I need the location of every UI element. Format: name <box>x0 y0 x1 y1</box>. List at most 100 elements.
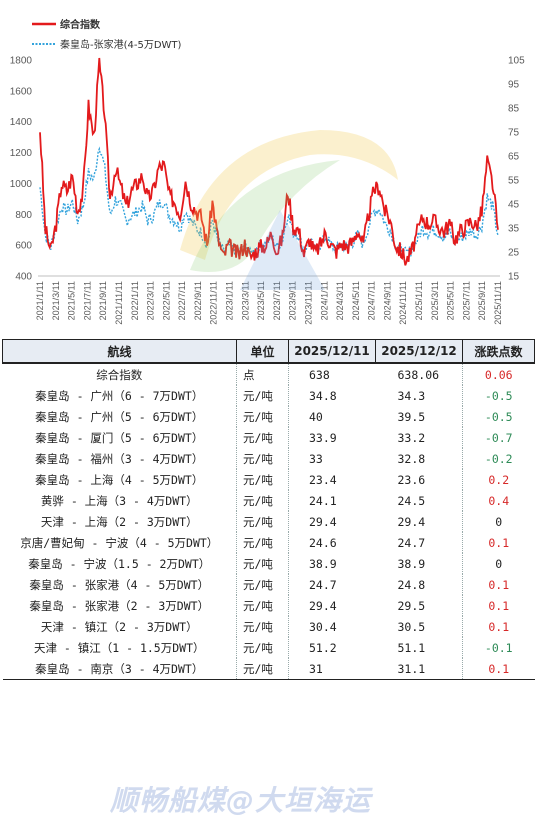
route-cell: 综合指数 <box>2 363 237 385</box>
x-tick-label: 2023/7/11 <box>272 281 282 320</box>
route-cell: 天津 - 上海（2 - 3万DWT） <box>2 511 237 532</box>
y-right-tick-label: 45 <box>508 200 520 211</box>
x-tick-label: 2023/1/11 <box>225 281 235 320</box>
date2-value: 29.5 <box>375 595 463 616</box>
change-value: 0.1 <box>488 535 510 550</box>
table-body: 综合指数点 638 638.06 0.06 秦皇岛 - 广州（6 - 7万DWT） 元/吨… <box>2 363 535 680</box>
y-right-tick-label: 65 <box>508 152 520 163</box>
table-row: 综合指数点 638 638.06 0.06 <box>2 363 535 385</box>
x-tick-label: 2024/7/11 <box>367 281 377 320</box>
table-row: 秦皇岛 - 宁波（1.5 - 2万DWT） 元/吨 38.9 38.9 0 <box>2 553 535 574</box>
x-tick-label: 2025/5/11 <box>446 281 456 320</box>
x-tick-label: 2021/11/11 <box>114 281 124 325</box>
date1-value: 638 <box>309 367 330 382</box>
route-cell: 秦皇岛 - 上海（4 - 5万DWT） <box>2 469 237 490</box>
change-value: 0.4 <box>488 493 510 508</box>
unit-cell: 元/吨 <box>236 574 289 595</box>
change-value: 0.1 <box>488 619 510 634</box>
date2-value: 51.1 <box>375 637 463 658</box>
y-left-tick-label: 800 <box>15 210 32 221</box>
unit-cell: 元/吨 <box>236 490 289 511</box>
date2-value: 24.8 <box>375 574 463 595</box>
table-row: 黄骅 - 上海（3 - 4万DWT） 元/吨 24.1 24.5 0.4 <box>2 490 535 511</box>
route-cell: 秦皇岛 - 张家港（4 - 5万DWT） <box>2 574 237 595</box>
x-tick-label: 2023/5/11 <box>256 281 266 320</box>
table-row: 天津 - 上海（2 - 3万DWT） 元/吨 29.4 29.4 0 <box>2 511 535 532</box>
x-tick-label: 2021/1/11 <box>35 281 45 320</box>
change-value: -0.1 <box>484 640 513 655</box>
x-tick-label: 2021/5/11 <box>67 281 77 320</box>
header-unit: 单位 <box>236 339 289 364</box>
date2-value: 30.5 <box>375 616 463 637</box>
date1-value: 33 <box>309 451 323 466</box>
table-row: 秦皇岛 - 上海（4 - 5万DWT） 元/吨 23.4 23.6 0.2 <box>2 469 535 490</box>
route-cell: 秦皇岛 - 宁波（1.5 - 2万DWT） <box>2 553 237 574</box>
table-row: 秦皇岛 - 张家港（2 - 3万DWT） 元/吨 29.4 29.5 0.1 <box>2 595 535 616</box>
date2-value: 23.6 <box>375 469 463 490</box>
change-value: 0.1 <box>462 658 535 680</box>
series-composite-line <box>39 57 499 266</box>
unit-cell: 元/吨 <box>236 658 289 680</box>
date1-value: 24.7 <box>309 577 337 592</box>
date2-value: 638.06 <box>375 363 463 385</box>
date1-value: 34.8 <box>309 388 337 403</box>
date1-value: 51.2 <box>309 640 337 655</box>
date1-value: 40 <box>309 409 323 424</box>
unit-cell: 元/吨 <box>236 616 289 637</box>
y-left-tick-label: 1200 <box>10 148 33 159</box>
x-tick-label: 2025/11/11 <box>493 281 503 325</box>
freight-rate-table: 航线 单位 2025/12/11 2025/12/12 涨跌点数 综合指数点 63… <box>2 339 535 680</box>
table-row: 秦皇岛 - 张家港（4 - 5万DWT） 元/吨 24.7 24.8 0.1 <box>2 574 535 595</box>
x-tick-label: 2025/3/11 <box>430 281 440 320</box>
y-left-tick-label: 400 <box>15 272 32 283</box>
x-tick-label: 2022/3/11 <box>146 281 156 320</box>
x-tick-label: 2024/5/11 <box>351 281 361 320</box>
y-right-tick-label: 15 <box>508 272 520 283</box>
date2-value: 24.7 <box>375 532 463 553</box>
x-tick-label: 2024/3/11 <box>335 281 345 320</box>
y-left-tick-label: 1000 <box>10 179 33 190</box>
watermark-text: 顺畅船煤@大垣海运 <box>110 784 372 817</box>
route-cell: 秦皇岛 - 张家港（2 - 3万DWT） <box>2 595 237 616</box>
unit-cell: 元/吨 <box>236 532 289 553</box>
route-cell: 秦皇岛 - 广州（5 - 6万DWT） <box>2 406 237 427</box>
x-tick-label: 2023/9/11 <box>288 281 298 320</box>
header-date2: 2025/12/12 <box>375 339 463 364</box>
unit-cell: 元/吨 <box>236 385 289 406</box>
legend-label-qhd-zjg: 秦皇岛-张家港(4-5万DWT) <box>60 38 182 51</box>
date1-value: 29.4 <box>309 514 337 529</box>
change-value: 0 <box>495 514 503 529</box>
x-tick-label: 2023/11/11 <box>303 281 313 325</box>
date1-value: 23.4 <box>309 472 337 487</box>
unit-cell: 点 <box>236 363 289 385</box>
x-tick-label: 2021/7/11 <box>82 281 92 320</box>
y-right-tick-label: 55 <box>508 176 520 187</box>
unit-cell: 元/吨 <box>236 427 289 448</box>
freight-rate-table-wrap: 航线 单位 2025/12/11 2025/12/12 涨跌点数 综合指数点 63… <box>2 339 535 817</box>
date2-value: 33.2 <box>375 427 463 448</box>
y-left-tick-label: 1600 <box>10 86 33 97</box>
date2-value: 34.3 <box>375 385 463 406</box>
date2-value: 32.8 <box>375 448 463 469</box>
date2-value: 24.5 <box>375 490 463 511</box>
date1-value: 31 <box>288 658 376 680</box>
x-tick-label: 2025/1/11 <box>414 281 424 320</box>
date1-value: 38.9 <box>309 556 337 571</box>
route-cell: 秦皇岛 - 厦门（5 - 6万DWT） <box>2 427 237 448</box>
change-value: -0.7 <box>484 430 513 445</box>
table-row: 天津 - 镇江（1 - 1.5万DWT） 元/吨 51.2 51.1 -0.1 <box>2 637 535 658</box>
table-header-row: 航线 单位 2025/12/11 2025/12/12 涨跌点数 <box>2 339 535 364</box>
table-row: 京唐/曹妃甸 - 宁波（4 - 5万DWT） 元/吨 24.6 24.7 0.1 <box>2 532 535 553</box>
route-cell: 天津 - 镇江（1 - 1.5万DWT） <box>2 637 237 658</box>
unit-cell: 元/吨 <box>236 511 289 532</box>
date2-value: 29.4 <box>375 511 463 532</box>
table-row: 秦皇岛 - 南京（3 - 4万DWT） 元/吨 31 31.1 0.1 <box>2 658 535 680</box>
change-value: 0.1 <box>488 598 510 613</box>
x-tick-label: 2024/1/11 <box>319 281 329 320</box>
y-right-tick-label: 85 <box>508 104 520 115</box>
y-left-tick-label: 1400 <box>10 117 33 128</box>
x-tick-label: 2024/9/11 <box>382 281 392 320</box>
x-tick-label: 2025/7/11 <box>461 281 471 320</box>
y-right-tick-label: 75 <box>508 128 520 139</box>
x-tick-label: 2021/3/11 <box>51 281 61 320</box>
